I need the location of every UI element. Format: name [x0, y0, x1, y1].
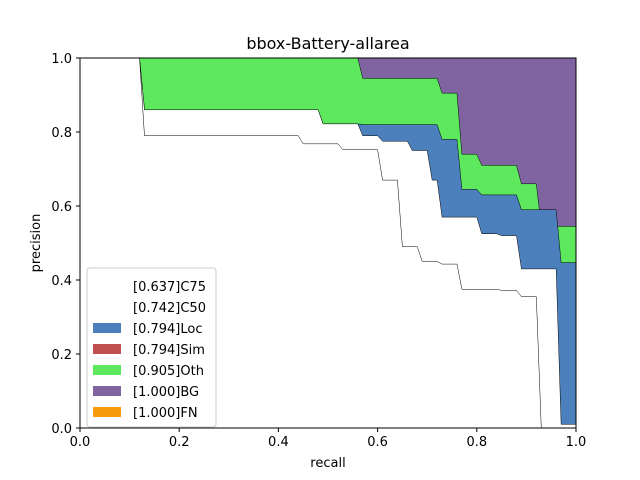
x-tick-label-0: 0.0 [70, 435, 91, 450]
y-tick-label-1: 0.2 [51, 348, 72, 363]
legend-label-1: [0.742]C50 [133, 301, 206, 316]
plot-frame [79, 57, 577, 429]
legend-label-2: [0.794]Loc [133, 322, 202, 337]
y-tick-label-3: 0.6 [51, 200, 72, 215]
x-tick-label-3: 0.6 [367, 435, 388, 450]
legend-label-4: [0.905]Oth [133, 364, 204, 379]
legend-swatch-2 [93, 323, 121, 333]
y-tick-label-2: 0.4 [51, 274, 72, 289]
y-axis-label: precision [29, 214, 44, 273]
legend-swatch-6 [93, 407, 121, 417]
x-tick-label-4: 0.8 [466, 435, 487, 450]
y-tick-label-0: 0.0 [51, 422, 72, 437]
legend-swatch-4 [93, 365, 121, 375]
x-axis-label: recall [310, 456, 345, 471]
x-tick-label-2: 0.4 [268, 435, 289, 450]
legend-label-0: [0.637]C75 [133, 280, 206, 295]
legend-label-3: [0.794]Sim [133, 343, 205, 358]
legend-label-6: [1.000]FN [133, 406, 198, 421]
ticks-layer: 0.0 0.2 0.4 0.6 0.8 1.0 0.0 0.2 0.4 0.6 0.8 1.0 [51, 52, 586, 450]
chart-title: bbox-Battery-allarea [246, 34, 409, 53]
legend-swatch-0 [93, 281, 121, 291]
legend-swatch-3 [93, 344, 121, 354]
x-tick-label-1: 0.2 [169, 435, 190, 450]
legend-swatch-5 [93, 386, 121, 396]
legend-swatch-1 [93, 302, 121, 312]
legend: [0.637]C75 [0.742]C50 [0.794]Loc [0.794]Sim… [86, 267, 217, 428]
y-tick-label-4: 0.8 [51, 126, 72, 141]
x-tick-label-5: 1.0 [566, 435, 587, 450]
y-tick-label-5: 1.0 [51, 52, 72, 67]
legend-label-5: [1.000]BG [133, 385, 199, 400]
